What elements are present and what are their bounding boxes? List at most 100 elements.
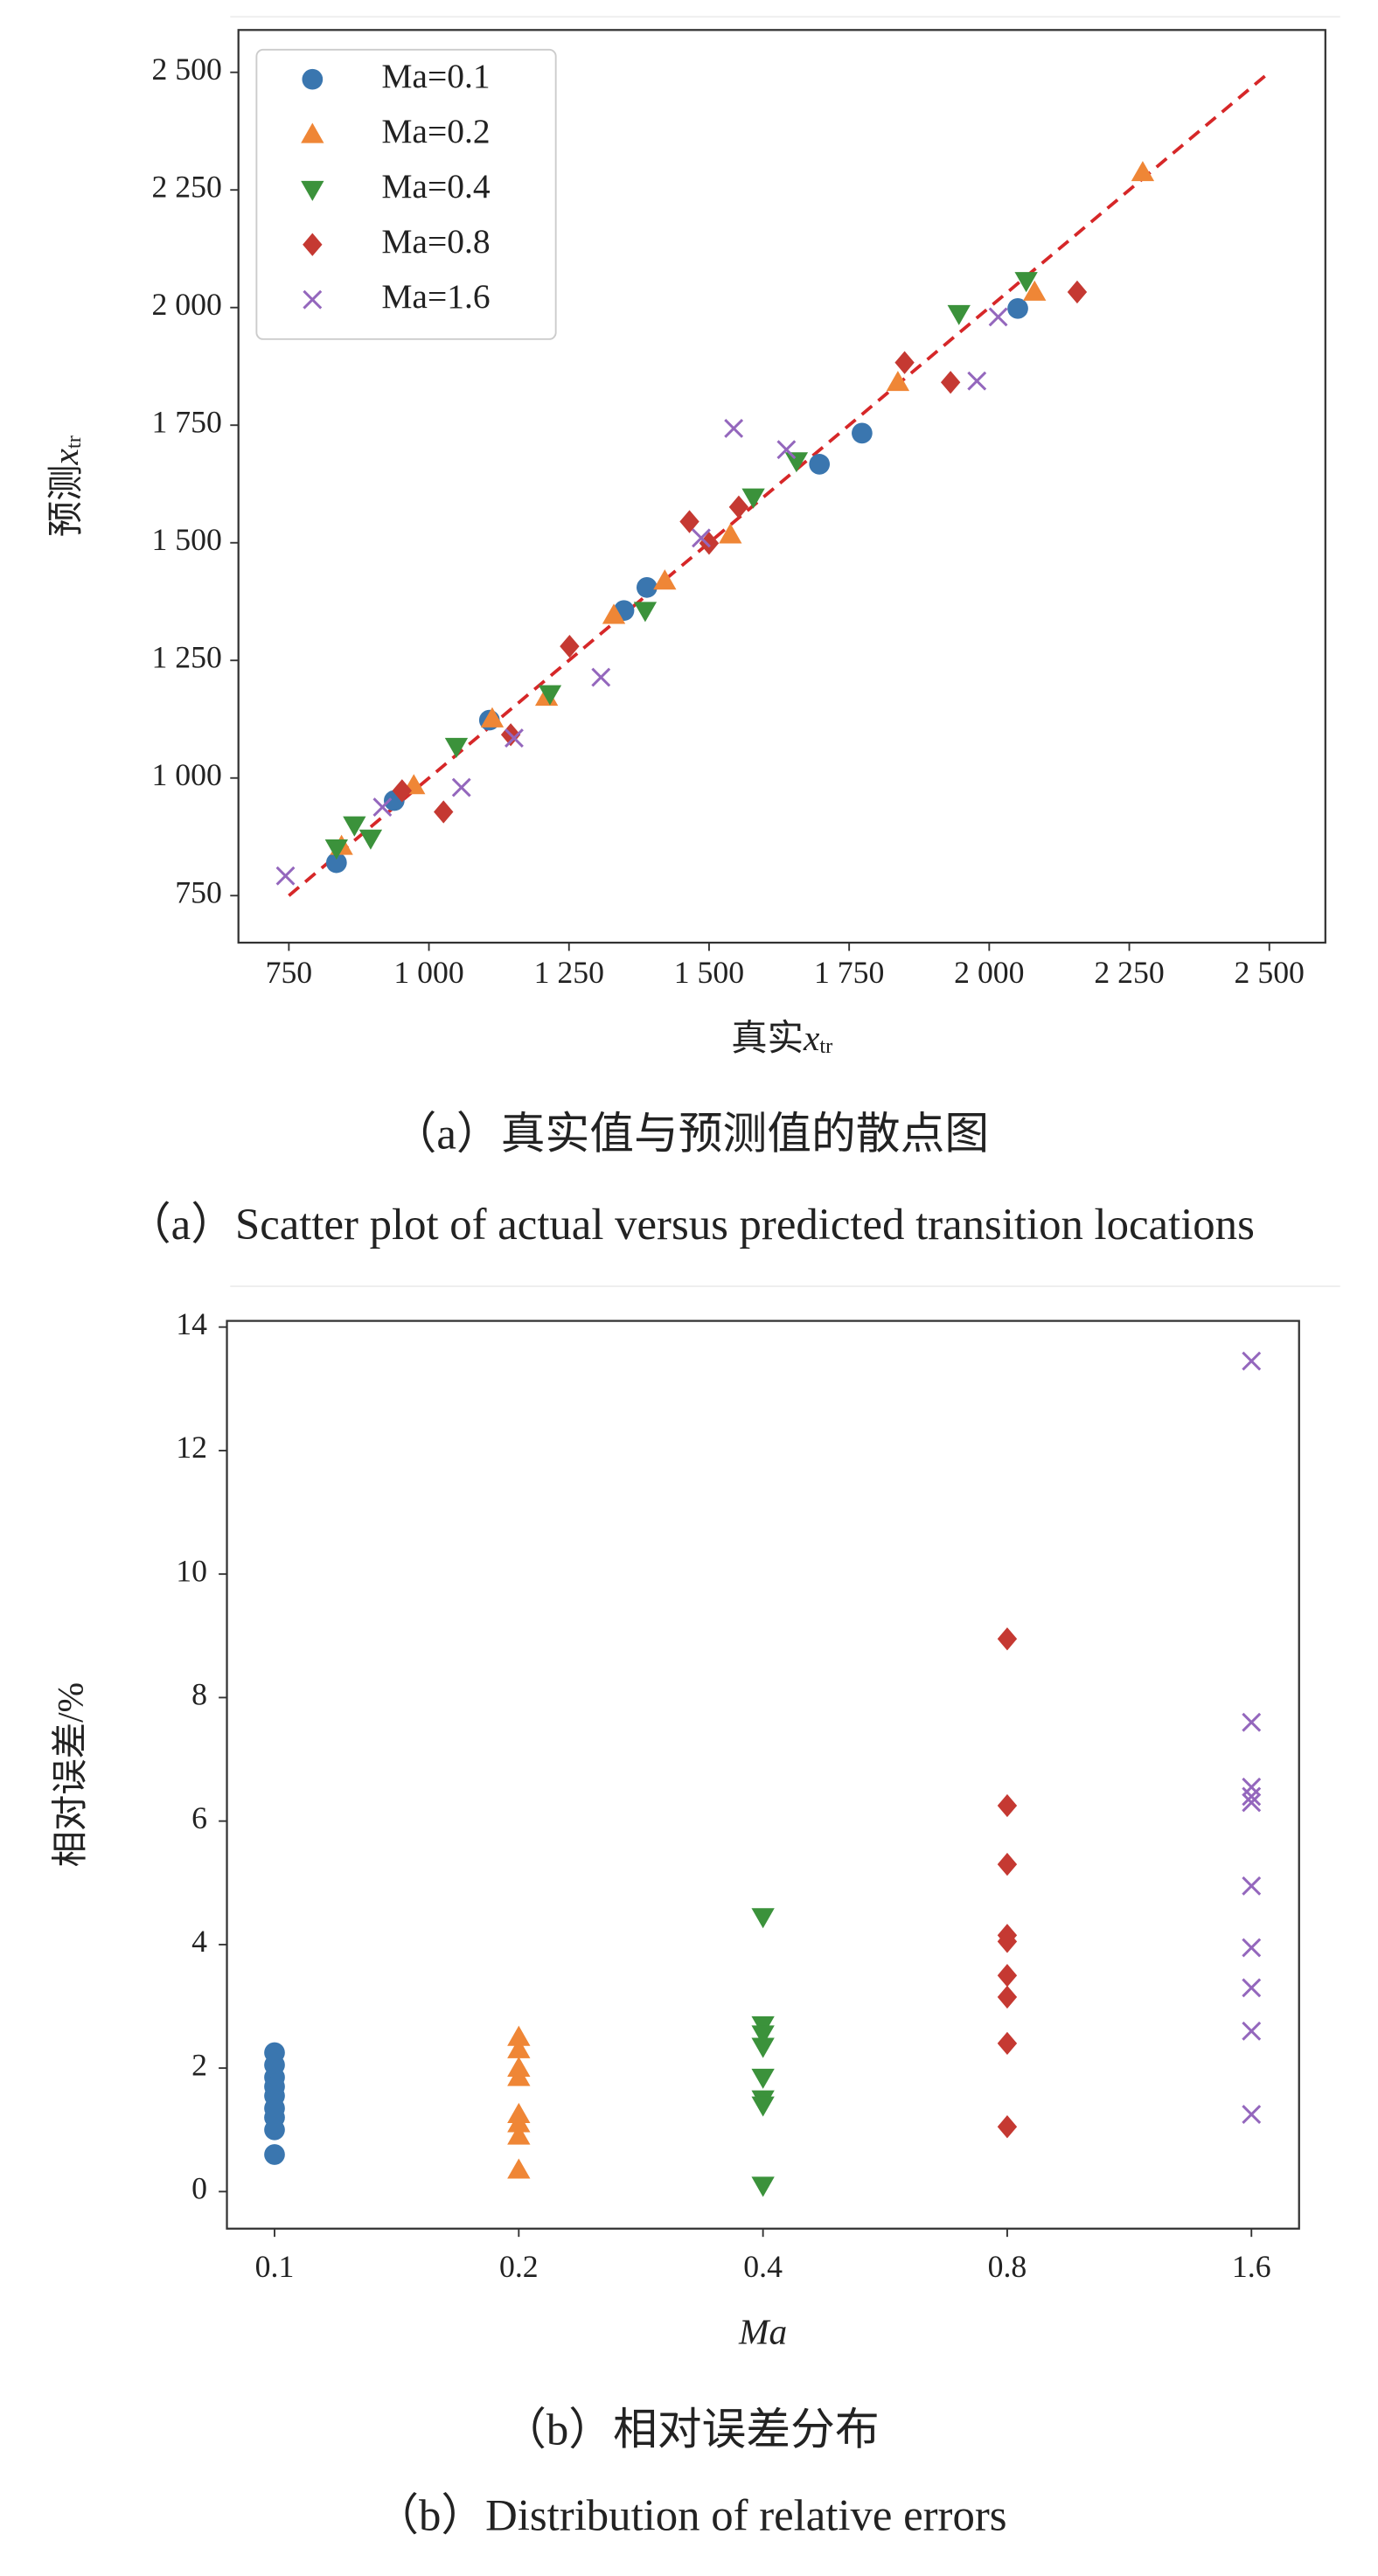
x-tick-label: 0.8 — [988, 2249, 1027, 2284]
marker — [591, 667, 611, 687]
marker — [507, 2037, 531, 2058]
marker — [894, 351, 915, 374]
x-tick-label: 0.2 — [499, 2249, 539, 2284]
legend-marker — [302, 68, 324, 90]
marker — [776, 440, 797, 460]
marker — [1242, 1978, 1262, 1998]
marker — [988, 307, 1008, 327]
x-tick-label: 1 000 — [393, 955, 463, 990]
y-tick-label: 4 — [191, 1924, 207, 1959]
label-text: 真实 — [731, 1017, 804, 1057]
x-tick-label: 0.1 — [255, 2249, 295, 2284]
marker — [751, 2096, 775, 2117]
legend-text: Ma=1.6 — [381, 277, 490, 316]
label-text: 预测 — [45, 464, 85, 537]
axis-label: Ma — [738, 2311, 787, 2351]
y-tick-label: 14 — [176, 1306, 207, 1341]
x-tick-label: 1 750 — [814, 955, 884, 990]
marker — [809, 454, 831, 475]
marker — [741, 488, 765, 509]
marker — [633, 602, 658, 623]
y-tick-label: 2 500 — [152, 52, 222, 87]
marker — [538, 685, 562, 706]
marker — [444, 737, 469, 758]
marker — [997, 1930, 1018, 1953]
marker — [1242, 1876, 1262, 1896]
marker — [719, 523, 742, 544]
marker — [784, 452, 809, 473]
y-tick-label: 1 000 — [152, 757, 222, 792]
marker — [947, 304, 971, 325]
x-tick-label: 2 250 — [1094, 955, 1164, 990]
marker — [264, 2119, 285, 2141]
legend-marker — [303, 289, 323, 310]
marker — [1242, 1777, 1262, 1797]
marker — [434, 800, 454, 824]
marker — [1242, 2021, 1262, 2041]
marker — [1242, 2105, 1262, 2125]
marker — [507, 2124, 531, 2145]
marker — [636, 577, 658, 598]
y-tick-label: 1 500 — [152, 522, 222, 557]
marker — [692, 528, 711, 548]
label-sub: tr — [62, 435, 86, 449]
marker — [679, 510, 699, 533]
marker — [264, 2144, 285, 2165]
marker — [507, 2025, 531, 2046]
marker — [751, 2176, 775, 2197]
y-tick-label: 12 — [176, 1430, 207, 1465]
marker — [997, 2031, 1018, 2056]
y-tick-label: 1 750 — [152, 404, 222, 439]
marker — [997, 1985, 1018, 2009]
marker — [940, 371, 961, 394]
marker — [1007, 297, 1028, 319]
y-tick-label: 2 250 — [152, 169, 222, 204]
marker — [275, 866, 296, 886]
legend-text: Ma=0.2 — [381, 112, 490, 150]
y-tick-label: 6 — [191, 1800, 207, 1835]
legend-box — [255, 48, 557, 340]
marker — [372, 797, 393, 818]
marker — [997, 1852, 1018, 1876]
x-tick-label: 2 000 — [954, 955, 1024, 990]
y-tick-label: 1 250 — [152, 639, 222, 674]
marker — [1242, 1712, 1262, 1732]
marker — [451, 777, 471, 797]
marker — [507, 2112, 531, 2133]
x-tick-label: 0.4 — [743, 2249, 783, 2284]
x-tick-label: 1 500 — [674, 955, 744, 990]
label-var: x — [45, 448, 85, 465]
marker — [886, 371, 910, 392]
marker — [653, 569, 677, 590]
caption: （a）真实值与预测值的散点图 — [393, 1110, 989, 1159]
marker — [324, 839, 348, 860]
marker — [967, 371, 987, 391]
marker — [1242, 1938, 1262, 1958]
label-sub: tr — [819, 1034, 832, 1058]
marker — [751, 2068, 775, 2089]
y-tick-label: 2 — [191, 2047, 207, 2082]
marker — [997, 2115, 1018, 2139]
marker — [751, 2037, 775, 2058]
legend-marker — [301, 122, 324, 143]
legend-marker — [301, 180, 324, 201]
caption: （b）相对误差分布 — [502, 2405, 880, 2454]
legend-text: Ma=0.1 — [381, 57, 490, 95]
axis-label: 预测xtr — [45, 435, 85, 537]
caption: （a）Scatter plot of actual versus predict… — [127, 1200, 1255, 1249]
axis-label: 相对误差/% — [50, 1682, 90, 1867]
legend-text: Ma=0.8 — [381, 222, 490, 261]
marker — [325, 852, 347, 874]
x-tick-label: 2 500 — [1235, 955, 1305, 990]
plot-frame — [237, 29, 1326, 944]
marker — [997, 1964, 1018, 1988]
marker — [480, 707, 505, 728]
marker — [751, 2025, 775, 2046]
marker — [1023, 280, 1047, 301]
marker — [997, 1627, 1018, 1651]
marker — [1067, 280, 1088, 304]
label-var: x — [803, 1017, 820, 1057]
marker — [1131, 161, 1155, 182]
